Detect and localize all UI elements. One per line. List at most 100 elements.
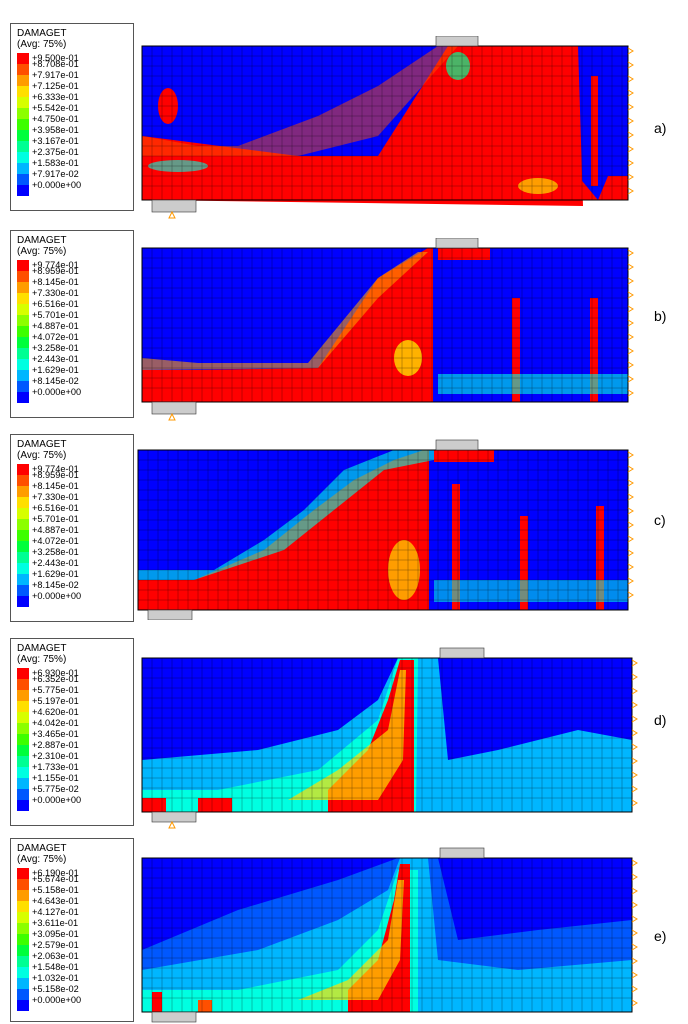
legend-value: +3.258e-01 <box>32 343 79 353</box>
swatch <box>17 934 29 945</box>
legend-value: +5.775e-02 <box>32 784 79 794</box>
legend-value: +3.611e-01 <box>32 918 79 928</box>
legend-value: +1.733e-01 <box>32 762 79 772</box>
legend-value: +1.548e-01 <box>32 962 79 972</box>
legend-value: +6.516e-01 <box>32 299 79 309</box>
top-support <box>439 647 485 659</box>
legend-value: +7.125e-01 <box>32 81 79 91</box>
legend-value: +3.095e-01 <box>32 929 79 939</box>
boundary-condition-markers <box>631 859 638 1007</box>
swatch <box>17 282 29 293</box>
legend-d: DAMAGET (Avg: 75%) +6.930e-01 +6.352e-01… <box>10 638 134 826</box>
damage-contour-plot-a <box>141 36 634 219</box>
legend-value: +2.310e-01 <box>32 751 79 761</box>
swatch <box>17 756 29 767</box>
swatch <box>17 97 29 108</box>
panel-label: b) <box>654 308 667 324</box>
legend-value: +2.443e-01 <box>32 558 79 568</box>
panel-label: e) <box>654 928 667 944</box>
legend-value: +0.000e+00 <box>32 591 82 601</box>
legend-value: +0.000e+00 <box>32 180 82 190</box>
legend-value: +4.887e-01 <box>32 525 79 535</box>
swatch <box>17 475 29 486</box>
swatch <box>17 108 29 119</box>
legend-value: +4.127e-01 <box>32 907 79 917</box>
bottom-support <box>151 811 197 823</box>
legend-value: +1.032e-01 <box>32 973 79 983</box>
boundary-condition-markers <box>627 47 634 195</box>
legend-value: +7.917e-02 <box>32 169 79 179</box>
swatch <box>17 679 29 690</box>
panel-label: d) <box>654 712 667 728</box>
swatch <box>17 293 29 304</box>
legend-title: DAMAGET <box>17 235 67 246</box>
legend-value: +8.145e-02 <box>32 580 79 590</box>
swatch <box>17 789 29 800</box>
swatch <box>17 574 29 585</box>
legend-value: +4.072e-01 <box>32 536 79 546</box>
damage-contour-plot-e <box>141 847 638 1023</box>
legend-value: +1.583e-01 <box>32 158 79 168</box>
legend-value: +9.500e-01 <box>32 53 79 63</box>
legend-value: +5.158e-01 <box>32 885 79 895</box>
legend-value: +2.063e-01 <box>32 951 79 961</box>
legend-title: DAMAGET <box>17 439 67 450</box>
swatch <box>17 508 29 519</box>
legend-subtitle: (Avg: 75%) <box>17 854 67 865</box>
swatch <box>17 945 29 956</box>
legend-value: +5.775e-01 <box>32 685 79 695</box>
panel-label: c) <box>654 512 666 528</box>
mesh-grid <box>138 450 628 610</box>
damage-contour-plot-d <box>141 647 638 829</box>
legend-value: +0.000e+00 <box>32 387 82 397</box>
swatch <box>17 315 29 326</box>
legend-value: +6.516e-01 <box>32 503 79 513</box>
legend-subtitle: (Avg: 75%) <box>17 450 67 461</box>
legend-a: DAMAGET (Avg: 75%) +9.500e-01 +8.708e-01… <box>10 23 134 211</box>
bottom-support <box>147 609 193 620</box>
legend-value: +5.701e-01 <box>32 310 79 320</box>
legend-value: +8.959e-01 <box>32 470 79 480</box>
swatch <box>17 901 29 912</box>
top-support <box>435 36 479 47</box>
swatch <box>17 690 29 701</box>
legend-value: +6.190e-01 <box>32 868 79 878</box>
swatch <box>17 552 29 563</box>
legend-value: +8.959e-01 <box>32 266 79 276</box>
mesh-grid <box>142 658 632 812</box>
swatch <box>17 778 29 789</box>
swatch <box>17 53 29 64</box>
panel-e: DAMAGET (Avg: 75%) +6.190e-01 +5.674e-01… <box>0 830 688 1024</box>
legend-title: DAMAGET <box>17 28 67 39</box>
swatch <box>17 530 29 541</box>
swatch <box>17 956 29 967</box>
swatch <box>17 464 29 475</box>
swatch <box>17 130 29 141</box>
swatch <box>17 541 29 552</box>
legend-value: +3.465e-01 <box>32 729 79 739</box>
top-support <box>439 847 485 859</box>
legend-value: +7.330e-01 <box>32 288 79 298</box>
legend-subtitle: (Avg: 75%) <box>17 246 67 257</box>
legend-subtitle: (Avg: 75%) <box>17 39 67 50</box>
legend-value: +4.643e-01 <box>32 896 79 906</box>
legend-value: +4.042e-01 <box>32 718 79 728</box>
swatch <box>17 75 29 86</box>
legend-value: +5.197e-01 <box>32 696 79 706</box>
top-support <box>435 238 479 249</box>
legend-value: +9.774e-01 <box>32 464 79 474</box>
legend-value: +8.145e-01 <box>32 481 79 491</box>
legend-value: +5.701e-01 <box>32 514 79 524</box>
legend-value: +2.887e-01 <box>32 740 79 750</box>
swatch <box>17 745 29 756</box>
legend-value: +7.917e-01 <box>32 70 79 80</box>
swatch <box>17 486 29 497</box>
damage-contour-plot-c <box>137 439 634 620</box>
swatch <box>17 260 29 271</box>
swatch <box>17 185 29 196</box>
swatch <box>17 497 29 508</box>
panel-d: DAMAGET (Avg: 75%) +6.930e-01 +6.352e-01… <box>0 630 688 830</box>
legend-rows: +6.190e-01 +5.674e-01 +5.158e-01 +4.643e… <box>17 868 129 1011</box>
legend-value: +6.333e-01 <box>32 92 79 102</box>
legend-value: +7.330e-01 <box>32 492 79 502</box>
